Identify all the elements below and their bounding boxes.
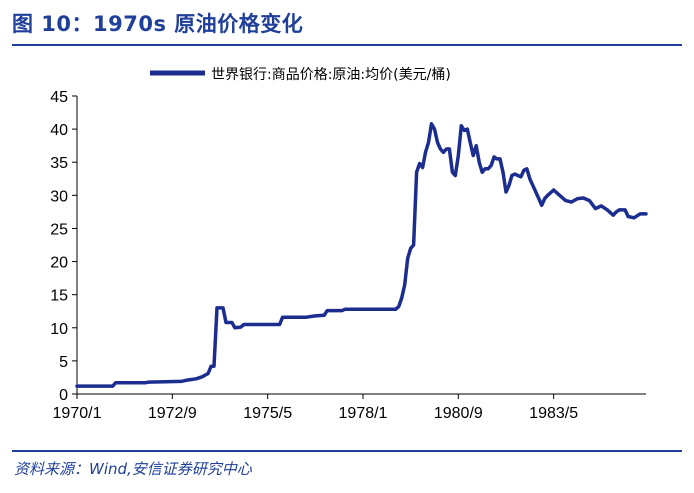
x-tick-label: 1975/5: [243, 405, 292, 422]
y-axis: 0 5 10 15 20 25 30 35 40 45: [50, 89, 78, 404]
y-tick-label: 0: [59, 387, 68, 404]
source-note: 资料来源：Wind,安信证券研究中心: [14, 460, 252, 478]
y-tick-label: 5: [59, 354, 68, 371]
y-tick-label: 35: [50, 155, 68, 172]
y-tick-label: 45: [50, 89, 68, 106]
title-rule: [12, 44, 682, 46]
x-tick-label: 1983/5: [529, 405, 578, 422]
x-tick-label: 1972/9: [148, 405, 197, 422]
y-tick-label: 25: [50, 221, 68, 238]
legend-label: 世界银行:商品价格:原油:均价(美元/桶): [211, 67, 451, 83]
y-tick-label: 30: [50, 188, 68, 205]
series-layer: [75, 122, 648, 388]
x-tick-label: 1978/1: [339, 405, 388, 422]
y-tick-label: 20: [50, 255, 68, 272]
y-tick-label: 10: [50, 321, 68, 338]
series-line: [75, 122, 648, 388]
x-axis: 1970/1 1972/9 1975/5 1978/1 1980/9 1983/5: [53, 393, 646, 422]
legend: 世界银行:商品价格:原油:均价(美元/桶): [150, 67, 451, 83]
footer-rule: [12, 450, 682, 452]
x-tick-label: 1980/9: [434, 405, 483, 422]
y-tick-label: 40: [50, 122, 68, 139]
figure-title: 图 10：1970s 原油价格变化: [12, 12, 304, 36]
y-tick-label: 15: [50, 288, 68, 305]
x-tick-label: 1970/1: [53, 405, 102, 422]
